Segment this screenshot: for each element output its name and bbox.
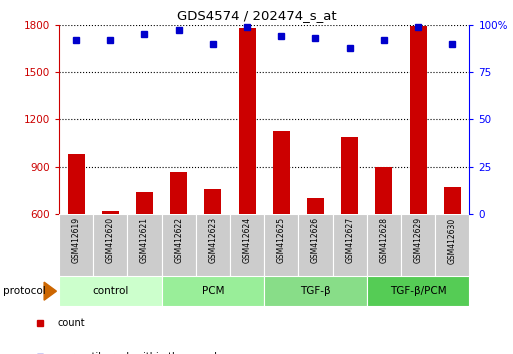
Bar — [367, 214, 401, 276]
Bar — [162, 276, 264, 306]
Bar — [264, 276, 367, 306]
Bar — [68, 154, 85, 214]
Text: GSM412628: GSM412628 — [380, 217, 388, 263]
Bar — [273, 131, 290, 214]
Text: GSM412620: GSM412620 — [106, 217, 115, 263]
Text: GSM412630: GSM412630 — [448, 217, 457, 263]
Text: protocol: protocol — [3, 286, 45, 296]
Bar — [409, 26, 427, 214]
Bar — [127, 214, 162, 276]
Text: percentile rank within the sample: percentile rank within the sample — [58, 352, 223, 354]
Bar — [401, 214, 435, 276]
Bar — [444, 187, 461, 214]
Text: count: count — [58, 318, 86, 328]
Bar — [170, 172, 187, 214]
Text: GSM412619: GSM412619 — [72, 217, 81, 263]
Text: GSM412621: GSM412621 — [140, 217, 149, 263]
Bar — [376, 167, 392, 214]
Bar — [264, 214, 299, 276]
Bar — [332, 214, 367, 276]
Bar — [435, 214, 469, 276]
Bar — [204, 189, 222, 214]
Bar — [230, 214, 264, 276]
Text: GSM412622: GSM412622 — [174, 217, 183, 263]
Text: GSM412629: GSM412629 — [413, 217, 423, 263]
Bar — [299, 214, 332, 276]
Bar — [59, 214, 93, 276]
Text: GSM412627: GSM412627 — [345, 217, 354, 263]
Bar — [307, 198, 324, 214]
Text: GSM412626: GSM412626 — [311, 217, 320, 263]
Bar — [367, 276, 469, 306]
Bar — [162, 214, 196, 276]
Bar — [239, 28, 255, 214]
Text: control: control — [92, 286, 128, 296]
Text: TGF-β/PCM: TGF-β/PCM — [390, 286, 446, 296]
Text: PCM: PCM — [202, 286, 224, 296]
Bar — [341, 137, 358, 214]
Text: GSM412623: GSM412623 — [208, 217, 218, 263]
Bar — [93, 214, 127, 276]
Text: GSM412625: GSM412625 — [277, 217, 286, 263]
Polygon shape — [44, 282, 56, 300]
Bar — [102, 211, 119, 214]
Text: GSM412624: GSM412624 — [243, 217, 251, 263]
Text: TGF-β: TGF-β — [300, 286, 331, 296]
Bar — [59, 276, 162, 306]
Bar — [196, 214, 230, 276]
Text: GDS4574 / 202474_s_at: GDS4574 / 202474_s_at — [176, 9, 337, 22]
Bar — [136, 192, 153, 214]
